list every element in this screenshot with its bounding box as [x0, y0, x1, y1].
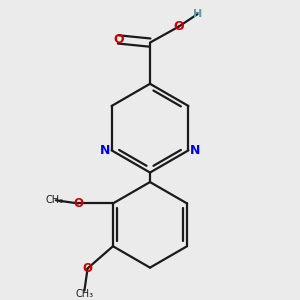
Text: O: O [113, 33, 124, 46]
Text: N: N [190, 144, 200, 157]
Text: N: N [100, 144, 110, 157]
Text: O: O [173, 20, 184, 33]
Text: CH₃: CH₃ [75, 289, 94, 299]
Text: O: O [82, 262, 93, 275]
Text: O: O [73, 197, 83, 210]
Text: CH₃: CH₃ [45, 195, 63, 205]
Text: H: H [193, 9, 202, 19]
